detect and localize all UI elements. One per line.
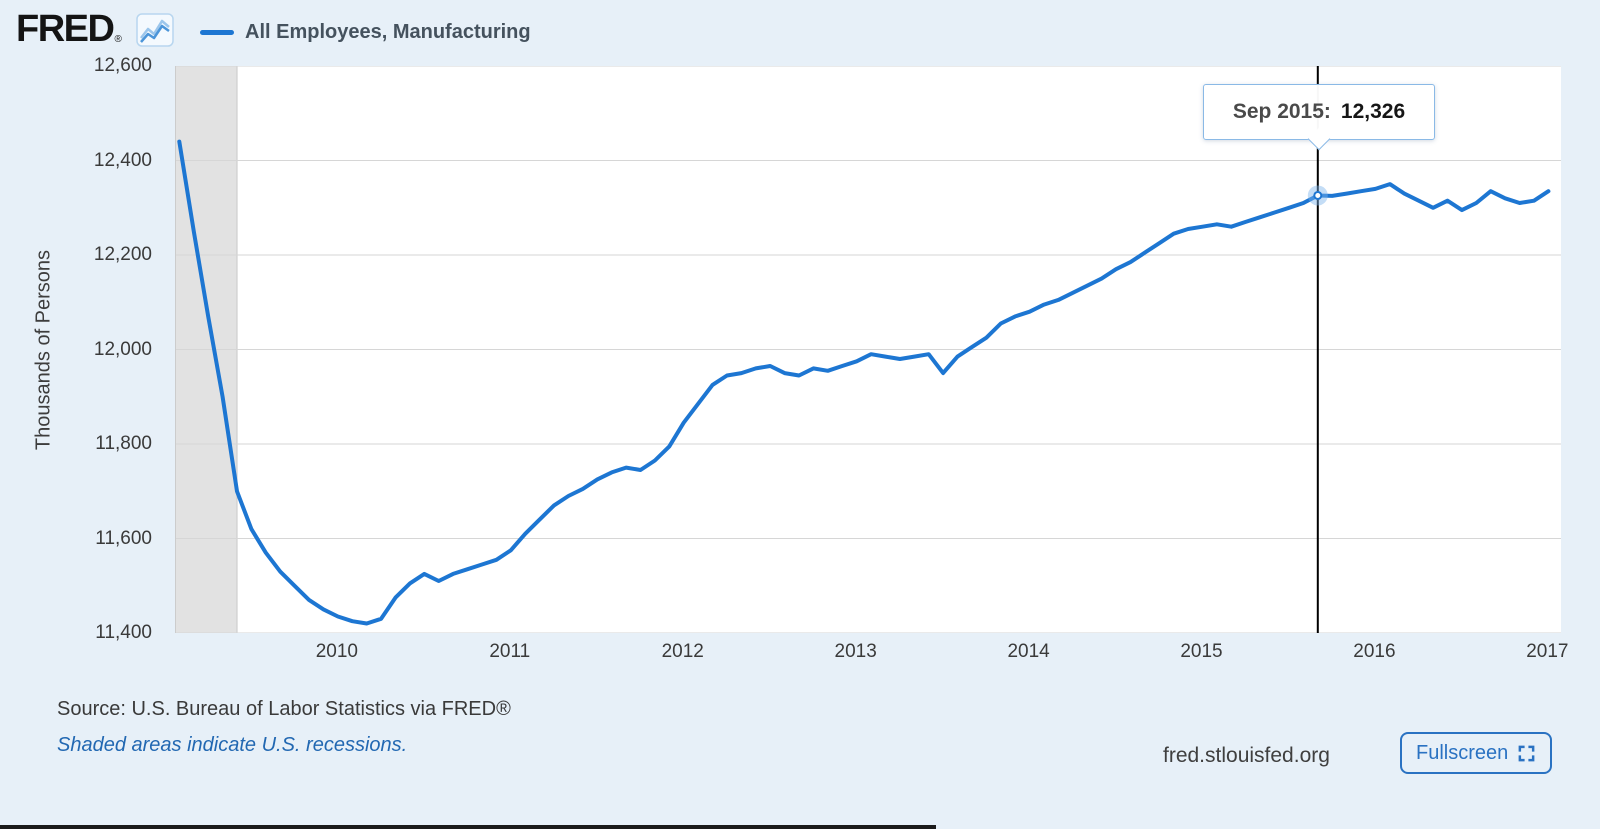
- x-tick-label: 2013: [834, 641, 877, 662]
- y-tick-label: 12,000: [93, 338, 152, 360]
- x-tick-label: 2014: [1007, 641, 1050, 662]
- y-tick-label: 12,400: [93, 149, 152, 171]
- tooltip-date: Sep 2015:: [1232, 100, 1331, 123]
- site-link[interactable]: fred.stlouisfed.org: [1163, 744, 1330, 767]
- data-line: [177, 139, 1551, 626]
- x-tick-label: 2012: [661, 641, 704, 662]
- fullscreen-button[interactable]: Fullscreen: [1400, 732, 1553, 774]
- tooltip: Sep 2015: 12,326: [1203, 84, 1435, 151]
- fred-chart-icon: [136, 13, 174, 52]
- fullscreen-icon: [1517, 744, 1536, 763]
- fred-logo-text: FRED: [16, 8, 115, 50]
- source-text: Source: U.S. Bureau of Labor Statistics …: [57, 698, 511, 720]
- x-tick-label: 2015: [1180, 641, 1223, 662]
- fullscreen-button-label: Fullscreen: [1416, 741, 1509, 764]
- y-tick-label: 11,800: [95, 433, 152, 454]
- highlight-point: [1313, 190, 1323, 200]
- bottom-edge-bar: [0, 825, 936, 829]
- x-tick-label: 2010: [315, 641, 358, 662]
- legend: All Employees, Manufacturing: [200, 18, 531, 46]
- fred-logo[interactable]: FRED ®: [16, 10, 174, 52]
- legend-line-swatch: [200, 29, 234, 35]
- y-axis-labels: 12,600 12,400 12,200 12,000 11,800 11,600 11,4…: [0, 55, 152, 643]
- x-tick-label: 2016: [1353, 641, 1396, 662]
- recession-note[interactable]: Shaded areas indicate U.S. recessions.: [57, 734, 408, 756]
- x-tick-label: 2011: [489, 641, 531, 662]
- y-tick-label: 11,400: [95, 622, 152, 643]
- tooltip-value: 12,326: [1340, 100, 1406, 123]
- y-tick-label: 11,600: [95, 527, 152, 549]
- chart-svg[interactable]: [176, 66, 1561, 633]
- plot-area: [175, 66, 1561, 633]
- x-tick-label: 2017: [1526, 641, 1569, 662]
- registered-mark: ®: [114, 34, 122, 45]
- y-tick-label: 12,600: [93, 55, 152, 76]
- y-tick-label: 12,200: [93, 244, 152, 265]
- x-axis-labels: 2010 2011 2012 2013 2014 2015 2016 2017: [175, 641, 1569, 667]
- legend-label: All Employees, Manufacturing: [245, 20, 531, 43]
